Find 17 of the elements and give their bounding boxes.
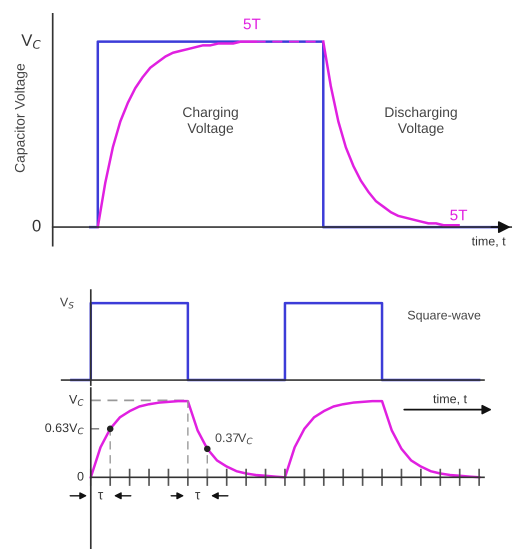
annotation: τ xyxy=(98,492,104,500)
y-tick-label: V$_{C}$ xyxy=(69,394,84,406)
annotation: 5T xyxy=(450,210,468,220)
x-axis-title: time, t xyxy=(472,236,506,248)
text: V$_{C}$ xyxy=(21,34,41,49)
annotation: Discharging Voltage xyxy=(385,106,457,136)
annotation: V$_{S}$ xyxy=(60,298,74,309)
annotation: τ xyxy=(195,492,200,500)
y-axis-title: Capacitor Voltage xyxy=(14,64,28,172)
annotation: 0.37V$_{C}$ xyxy=(216,433,253,444)
y-tick-label: 0.63V$_{C}$ xyxy=(45,423,84,434)
annotation: Square-wave xyxy=(408,310,480,322)
y-tick-label: 0 xyxy=(78,472,84,481)
annotation: Charging Voltage xyxy=(183,106,238,136)
x-axis-title: time, t xyxy=(433,394,467,405)
text: 0 xyxy=(32,220,41,232)
text: 5T xyxy=(244,18,260,30)
